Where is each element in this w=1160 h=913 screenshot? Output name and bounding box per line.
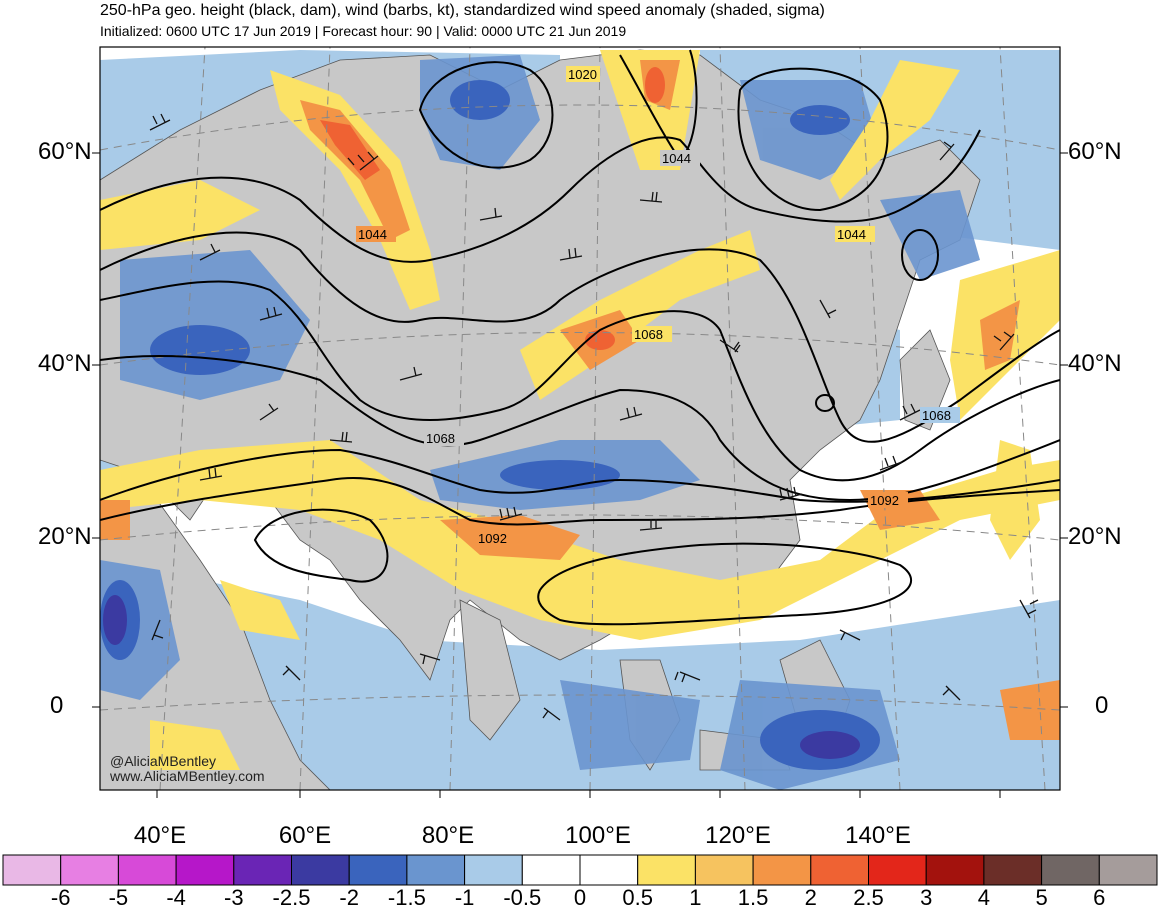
map-subtitle: Initialized: 0600 UTC 17 Jun 2019 | Fore… (100, 23, 627, 39)
lon-label-120e: 120°E (705, 822, 771, 849)
contour-label: 1068 (426, 431, 455, 446)
colorbar-label: 0.5 (622, 885, 653, 910)
colorbar-swatch (1041, 854, 1100, 886)
colorbar-label: -2 (339, 885, 359, 910)
contour-label: 1044 (662, 151, 691, 166)
colorbar-swatch (233, 854, 293, 886)
colorbar-swatch (60, 854, 119, 886)
colorbar-swatch (983, 854, 1043, 886)
colorbar-label: -0.5 (503, 885, 542, 910)
contour-label: 1044 (358, 227, 387, 242)
colorbar-swatch (464, 854, 523, 886)
colorbar-swatch (810, 854, 869, 886)
lon-label-100e: 100°E (565, 822, 631, 849)
credit-handle: @AliciaMBentley (110, 753, 217, 769)
map-panel: 1020 1044 1044 1044 1068 1068 1068 1092 … (100, 47, 1060, 790)
colorbar-label: -3 (224, 885, 244, 910)
contour-label: 1092 (478, 531, 507, 546)
contour-label: 1020 (568, 67, 597, 82)
colorbar-swatch (2, 854, 62, 886)
colorbar-label: 3 (920, 885, 933, 910)
contour-label: 1044 (837, 227, 866, 242)
colorbar-swatch (117, 854, 177, 886)
colorbar-label: 1 (689, 885, 702, 910)
colorbar (2, 854, 1158, 886)
map-frame (99, 46, 1061, 791)
lat-label-40n-right: 40°N (1068, 350, 1122, 377)
colorbar-swatch (925, 854, 985, 886)
contour-label: 1092 (870, 493, 899, 508)
colorbar-swatch (406, 854, 466, 886)
colorbar-label: 1.5 (737, 885, 769, 910)
colorbar-swatch (348, 854, 408, 886)
colorbar-swatch (752, 854, 812, 886)
lon-label-80e: 80°E (421, 822, 475, 849)
colorbar-label: 4 (977, 885, 991, 910)
colorbar-label: 5 (1035, 885, 1048, 910)
colorbar-label: -6 (50, 885, 71, 910)
colorbar-swatch (694, 854, 754, 886)
credit-website: www.AliciaMBentley.com (110, 768, 265, 784)
colorbar-swatch (868, 854, 927, 886)
colorbar-label: -1.5 (387, 885, 426, 910)
lat-label-0-right: 0 (1095, 692, 1109, 719)
lat-label-60n-right: 60°N (1068, 138, 1122, 165)
contour-label: 1068 (922, 408, 951, 423)
colorbar-swatch (637, 854, 696, 886)
colorbar-swatch (579, 854, 639, 886)
wind-barbs (149, 113, 1039, 721)
height-contours (100, 49, 1060, 626)
lat-label-40n-left: 40°N (38, 350, 92, 377)
lon-label-60e: 60°E (278, 822, 332, 849)
lon-label-40e: 40°E (133, 822, 187, 849)
contour-labels: 1020 1044 1044 1044 1068 1068 1068 1092 … (356, 66, 960, 546)
lat-label-20n-right: 20°N (1068, 523, 1122, 550)
colorbar-swatch (1098, 854, 1158, 886)
contour-label: 1068 (634, 327, 663, 342)
deep-blue-anomaly-fields (103, 595, 860, 759)
colorbar-swatch (175, 854, 235, 886)
colorbar-label: -4 (166, 885, 186, 910)
lat-label-20n-left: 20°N (38, 523, 92, 550)
colorbar-label: -5 (108, 885, 129, 910)
colorbar-swatch (291, 854, 350, 886)
axis-ticks (92, 152, 1068, 798)
colorbar-label: -2.5 (272, 885, 311, 910)
colorbar-label: 2 (804, 885, 817, 910)
lat-label-60n-left: 60°N (38, 138, 92, 165)
colorbar-label: 0 (573, 885, 587, 910)
colorbar-label: 6 (1093, 885, 1106, 910)
colorbar-label: -1 (454, 885, 475, 910)
colorbar-label: 2.5 (853, 885, 884, 910)
lon-label-140e: 140°E (845, 822, 911, 849)
map-title: 250-hPa geo. height (black, dam), wind (… (100, 2, 825, 19)
lat-label-0-left: 0 (50, 692, 64, 719)
colorbar-swatch (521, 854, 581, 886)
